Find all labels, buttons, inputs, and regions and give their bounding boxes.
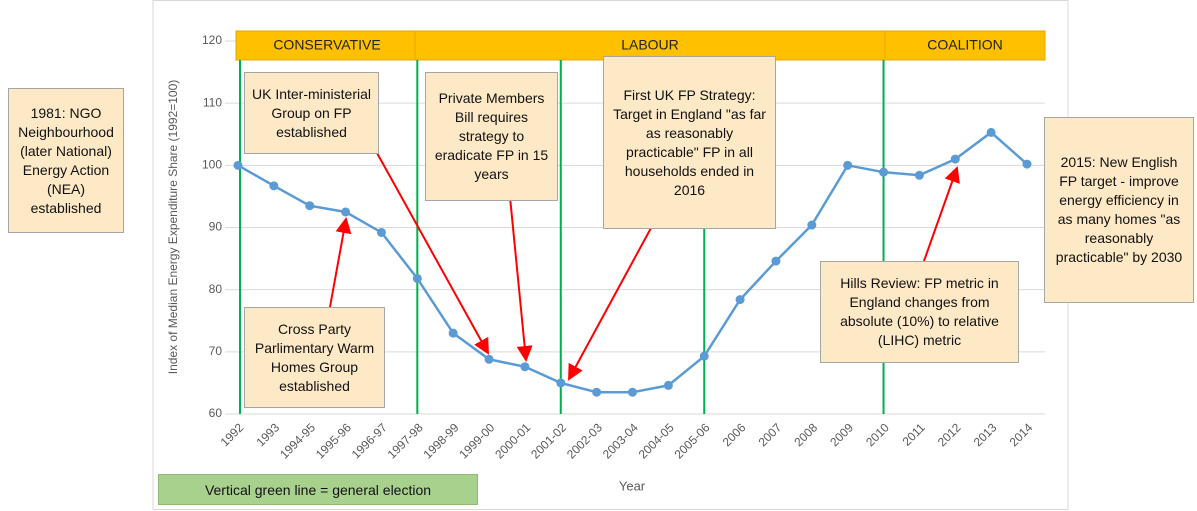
annotation: UK Inter-ministerial Group on FP establi… (244, 72, 379, 154)
y-tick-label: 100 (202, 158, 222, 172)
party-band-label: COALITION (927, 37, 1002, 53)
arrow (329, 217, 352, 308)
x-tick-label: 2012 (935, 420, 964, 449)
annotation: First UK FP Strategy: Target in England … (603, 56, 776, 229)
x-tick-label: 2003-04 (600, 420, 641, 461)
party-band (884, 30, 1046, 61)
data-point (699, 351, 709, 361)
data-point (735, 295, 745, 305)
y-tick-label: 60 (209, 406, 223, 420)
annotation: 1981: NGO Neighbourhood (later National)… (8, 88, 124, 233)
x-tick-label: 1993 (253, 420, 282, 449)
x-tick-label: 2010 (863, 420, 892, 449)
x-tick-label: 2005-06 (672, 420, 713, 461)
arrow (568, 227, 652, 381)
data-point (628, 387, 637, 397)
annotation: Hills Review: FP metric in England chang… (820, 261, 1019, 363)
data-point (376, 227, 386, 237)
y-tick-label: 110 (203, 95, 222, 109)
x-tick-label: 2006 (720, 420, 749, 449)
data-point (341, 207, 351, 217)
x-tick-label: 2002-03 (564, 420, 605, 461)
x-tick-label: 1998-99 (421, 420, 462, 461)
x-tick-label: 2007 (756, 420, 785, 449)
data-point (914, 170, 924, 180)
x-tick-label: 1996-97 (349, 420, 390, 461)
y-tick-label: 70 (209, 344, 223, 358)
x-tick-label: 2000-01 (492, 420, 533, 461)
data-point (484, 354, 494, 364)
data-point (233, 160, 243, 170)
arrow (376, 152, 489, 355)
data-point (771, 256, 781, 266)
x-tick-label: 1999-00 (456, 420, 497, 461)
data-point (556, 378, 566, 388)
x-tick-label: 2001-02 (528, 420, 569, 461)
data-point (807, 220, 817, 230)
x-tick-label: 2014 (1007, 420, 1036, 449)
x-tick-label: 2004-05 (636, 420, 677, 461)
party-band (235, 30, 416, 61)
y-tick-label: 90 (209, 220, 223, 234)
data-point (1022, 159, 1032, 169)
arrow (509, 196, 533, 362)
data-point (305, 201, 315, 211)
x-axis-title: Year (619, 478, 646, 493)
annotation: Cross Party Parlimentary Warm Homes Grou… (244, 307, 385, 408)
data-point (879, 167, 889, 177)
data-point (950, 154, 960, 164)
annotation: Private Members Bill requires strategy t… (425, 72, 558, 201)
x-tick-label: 2013 (971, 420, 1000, 449)
data-point (663, 380, 673, 390)
x-tick-label: 1992 (218, 420, 247, 449)
annotation: 2015: New English FP target - improve en… (1044, 117, 1194, 303)
arrow (923, 166, 960, 262)
x-tick-label: 1997-98 (385, 420, 426, 461)
data-point (448, 328, 458, 338)
data-point (843, 160, 853, 170)
y-tick-label: 80 (209, 282, 223, 296)
party-band-label: LABOUR (621, 37, 679, 53)
x-tick-label: 1994-95 (277, 420, 318, 461)
data-point (592, 387, 602, 397)
x-tick-label: 1995-96 (313, 420, 354, 461)
arrows (329, 152, 960, 381)
data-point (412, 273, 422, 283)
x-tick-label: 2008 (791, 420, 820, 449)
data-point (986, 127, 996, 137)
legend-note: Vertical green line = general election (158, 474, 478, 505)
x-tick-label: 2009 (827, 420, 856, 449)
x-tick-label: 2011 (900, 420, 928, 448)
y-tick-label: 120 (202, 33, 222, 47)
data-point (269, 181, 279, 191)
y-axis-title: Index of Median Energy Expenditure Share… (166, 80, 180, 375)
plot: 60 70 80 90 100 110 120 CONSERVATIVE LABOUR COALI… (202, 30, 1046, 462)
data-point (520, 362, 530, 372)
party-band-label: CONSERVATIVE (273, 37, 380, 53)
